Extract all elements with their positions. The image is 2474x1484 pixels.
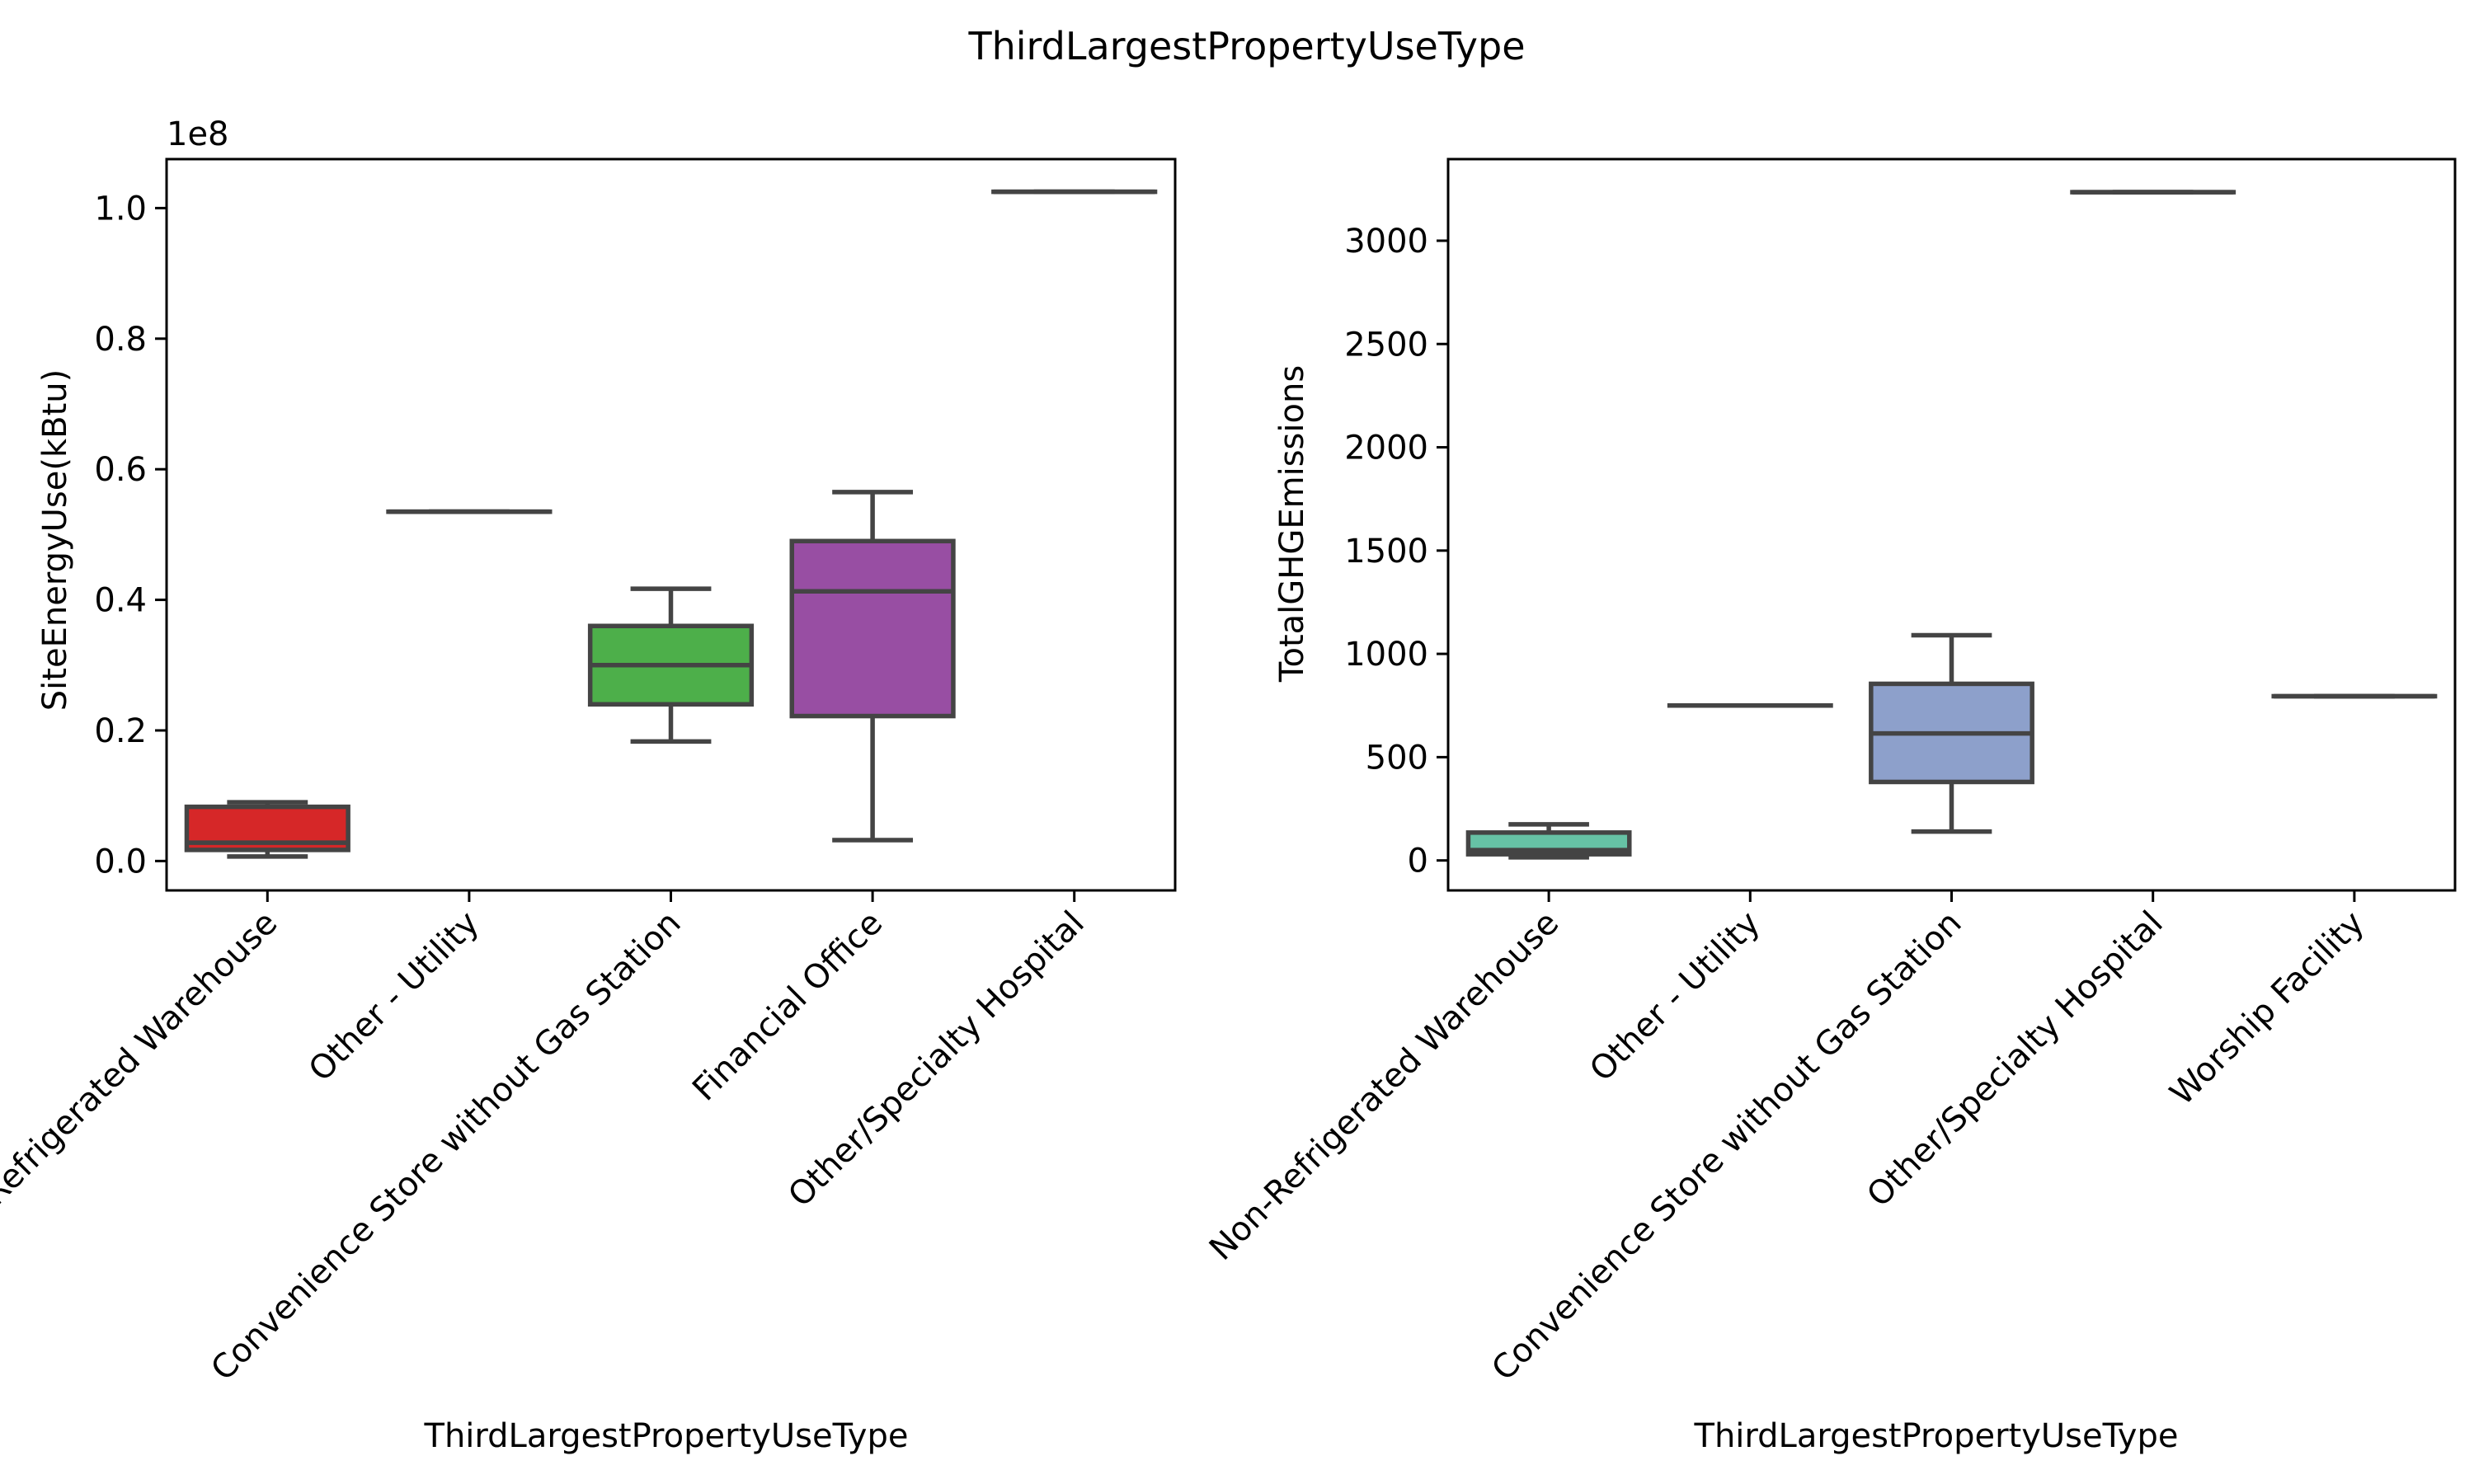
right-y-tick-label-4: 2000 — [1344, 430, 1428, 467]
left-box-body-3 — [789, 538, 956, 719]
right-y-tick-label-3: 1500 — [1344, 533, 1428, 571]
left-y-tick-label-4: 0.8 — [94, 321, 147, 359]
right-y-tick-label-6: 3000 — [1344, 223, 1428, 261]
left-box-3 — [789, 490, 956, 843]
right-y-tick-label-2: 1000 — [1344, 636, 1428, 674]
left-y-tick-label-0: 0.0 — [94, 843, 147, 881]
right-y-tick-label-5: 2500 — [1344, 326, 1428, 364]
right-category-label-2: Convenience Store without Gas Station — [1484, 904, 1968, 1388]
figure-title: ThirdLargestPropertyUseType — [968, 24, 1526, 68]
left-y-tick-label-3: 0.6 — [94, 451, 147, 489]
left-y-axis-label: SiteEnergyUse(kBtu) — [36, 369, 74, 711]
left-category-label-2: Convenience Store without Gas Station — [204, 904, 688, 1388]
right-category-label-0: Non-Refrigerated Warehouse — [1202, 904, 1566, 1268]
left-x-axis-label: ThirdLargestPropertyUseType — [424, 1417, 909, 1455]
left-y-tick-label-1: 0.2 — [94, 712, 147, 750]
right-chart-panel: TotalGHGEmissions ThirdLargestPropertyUs… — [1202, 157, 2457, 1455]
left-category-label-3: Financial Office — [685, 904, 890, 1109]
right-box-2 — [1869, 632, 2034, 834]
right-y-axis-label: TotalGHGEmissions — [1273, 365, 1311, 683]
left-y-tick-label-2: 0.4 — [94, 582, 147, 620]
left-plot-frame — [165, 157, 1177, 892]
left-chart-panel: 1e8 SiteEnergyUse(kBtu) ThirdLargestProp… — [0, 115, 1177, 1455]
left-box-0 — [184, 800, 350, 859]
left-y-tick-label-5: 1.0 — [94, 190, 147, 228]
right-y-tick-label-0: 0 — [1408, 843, 1428, 881]
left-category-label-0: Non-Refrigerated Warehouse — [0, 904, 285, 1268]
left-category-label-1: Other - Utility — [302, 904, 487, 1089]
left-y-offset-text: 1e8 — [167, 115, 229, 153]
right-y-tick-label-1: 500 — [1366, 739, 1428, 777]
right-category-label-4: Worship Facility — [2163, 904, 2372, 1113]
left-box-2 — [587, 586, 755, 744]
right-box-0 — [1465, 822, 1632, 860]
right-category-label-1: Other - Utility — [1583, 904, 1767, 1089]
right-x-axis-label: ThirdLargestPropertyUseType — [1694, 1417, 2179, 1455]
